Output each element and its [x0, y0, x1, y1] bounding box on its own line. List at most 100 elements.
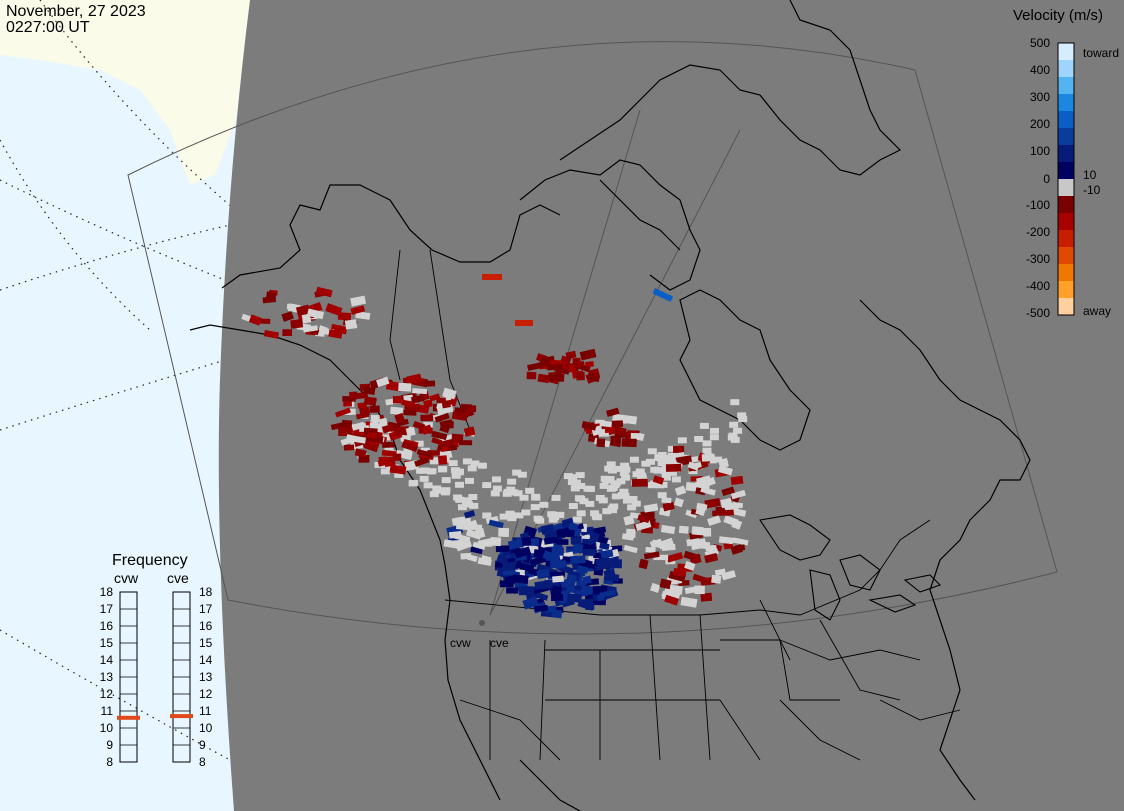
scatter-cell — [263, 330, 279, 339]
frequency-tick-label: 16 — [199, 619, 213, 633]
scatter-cell — [490, 537, 502, 547]
scatter-cell — [718, 536, 734, 545]
velocity-colorbar: Velocity (m/s) 500400300200100100-10-100… — [1013, 7, 1119, 320]
great-lakes — [759, 514, 942, 621]
scatter-cell — [466, 406, 476, 414]
scatter-cell — [657, 537, 675, 550]
scatter-cell — [650, 582, 661, 593]
frequency-tick-label: 9 — [199, 738, 206, 752]
scatter-cell — [328, 329, 343, 339]
scatter-cell — [344, 319, 358, 330]
scatter-cell — [582, 549, 596, 556]
colorbar-cell — [1058, 230, 1074, 248]
scatter-cell — [643, 503, 659, 513]
scatter-cell — [349, 435, 367, 444]
scatter-cell — [519, 494, 529, 501]
scatter-cell — [514, 512, 524, 519]
scatter-cell — [514, 574, 529, 584]
velocity-scatter — [241, 274, 749, 619]
scatter-cell — [678, 525, 689, 534]
scatter-cell — [405, 373, 422, 384]
scatter-cell — [594, 562, 609, 572]
scatter-cell — [440, 489, 450, 496]
scatter-cell — [485, 515, 499, 525]
scatter-cell — [673, 445, 685, 454]
scatter-cell — [632, 471, 642, 478]
scatter-cell — [579, 348, 597, 361]
scatter-cell — [688, 468, 698, 475]
scatter-cell — [426, 468, 436, 475]
frequency-tick-label: 15 — [100, 636, 114, 650]
scatter-cell — [355, 411, 370, 420]
scatter-cell — [385, 380, 402, 392]
scatter-cell — [448, 460, 458, 467]
scatter-cell — [567, 574, 577, 582]
scatter-cell — [606, 407, 620, 417]
radar-site-marker — [479, 620, 485, 626]
scatter-cell — [534, 580, 548, 590]
scatter-cell — [539, 501, 549, 508]
scatter-cell — [668, 570, 686, 583]
scatter-cell — [612, 465, 622, 472]
scatter-cell — [631, 478, 648, 487]
scatter-cell — [696, 475, 711, 485]
latlon-grid — [0, 0, 236, 761]
scatter-cell — [623, 515, 635, 526]
scatter-cell — [709, 434, 719, 441]
scatter-cell — [389, 464, 407, 475]
scatter-cell — [266, 291, 277, 300]
scatter-cell — [554, 559, 568, 570]
scatter-cell — [477, 462, 487, 469]
colorbar-tick-label: 100 — [1030, 144, 1050, 158]
scatter-cell — [431, 430, 448, 441]
scatter-cell — [585, 500, 595, 507]
scatter-cell — [653, 453, 666, 463]
scatter-cell — [576, 495, 586, 502]
scatter-cell — [488, 519, 504, 529]
frequency-panel: Frequency cvw cve 18 17 16 15 14 13 12 11 10 9 8 18… — [100, 552, 213, 769]
scatter-cell — [550, 585, 563, 597]
scatter-cell — [704, 553, 719, 564]
scatter-cell — [398, 382, 412, 392]
scatter-cell — [621, 474, 630, 481]
scatter-cell — [421, 424, 433, 435]
scatter-cell — [354, 448, 367, 458]
scatter-cell — [684, 560, 696, 571]
frequency-tick-label: 13 — [199, 670, 213, 684]
colorbar-tick-label: -400 — [1026, 279, 1050, 293]
scatter-cell — [700, 592, 713, 602]
colorbar-cell — [1058, 162, 1074, 180]
scatter-cell — [712, 510, 727, 517]
frequency-tick-label: 8 — [199, 755, 206, 769]
scatter-cell — [600, 420, 612, 428]
scatter-cell — [606, 485, 616, 492]
frequency-tick-label: 16 — [100, 619, 114, 633]
scatter-cell — [358, 455, 370, 463]
scatter-cell — [403, 409, 417, 416]
scatter-cell — [572, 516, 582, 523]
frequency-marker — [170, 714, 193, 719]
scatter-cell — [652, 475, 665, 485]
colorbar-cell — [1058, 247, 1074, 265]
colorbar-cell — [1058, 264, 1074, 282]
scatter-cell — [623, 544, 638, 554]
scatter-cell — [303, 325, 318, 333]
scatter-cell — [570, 535, 582, 545]
scatter-cell — [536, 592, 549, 601]
scatter-cell — [616, 427, 627, 436]
scatter-cell — [701, 453, 715, 462]
scatter-cell — [355, 311, 371, 320]
time-label: 0227:00 UT — [6, 19, 90, 36]
scatter-cell — [551, 593, 564, 602]
scatter-cell — [454, 407, 466, 413]
colorbar-tick-label: -500 — [1026, 306, 1050, 320]
colorbar-tick-label: -200 — [1026, 225, 1050, 239]
scatter-cell — [665, 463, 682, 472]
scatter-cell — [401, 399, 415, 408]
scatter-cell — [451, 472, 461, 479]
scatter-cell — [646, 458, 655, 465]
scatter-cell — [525, 487, 535, 494]
scatter-cell — [405, 426, 416, 437]
scatter-cell — [455, 481, 464, 488]
scatter-cell — [350, 295, 367, 307]
